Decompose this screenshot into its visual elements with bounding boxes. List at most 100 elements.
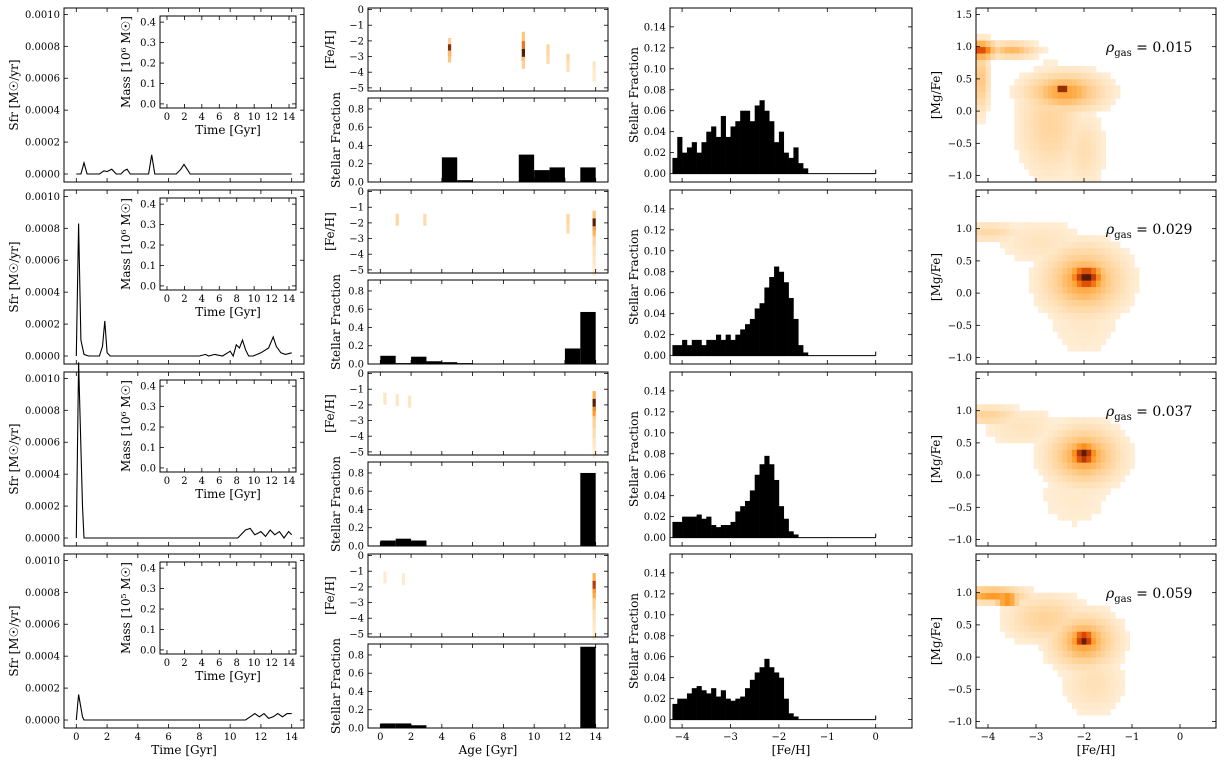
mgfe-cell <box>985 235 991 242</box>
mgfe-cell <box>1067 235 1073 242</box>
rho-value: = 0.015 <box>1132 40 1193 56</box>
mgfe-cell <box>1096 449 1102 457</box>
mgfe-cell <box>980 235 986 242</box>
mgfe-cell <box>1062 462 1068 470</box>
feh-hist-bar <box>778 506 785 538</box>
mgfe-cell <box>1043 436 1049 444</box>
feh-hist-bar <box>711 126 717 174</box>
mgfe-cell <box>1072 325 1078 333</box>
mgfe-cell <box>995 404 1001 412</box>
mgfe-cell <box>1033 605 1039 613</box>
mgfe-cell <box>1038 273 1044 281</box>
feh-hist-bar <box>749 318 755 356</box>
mgfe-cell <box>1110 637 1116 645</box>
feh-hist-bar <box>803 168 809 174</box>
mgfe-ytick-label: 0.5 <box>956 256 972 267</box>
mgfe-cell <box>1033 66 1039 73</box>
mgfe-cell <box>1000 599 1006 606</box>
mgfe-cell <box>1062 325 1068 333</box>
feh-hist-bar <box>754 308 760 356</box>
mgfe-cell <box>980 599 986 606</box>
mgfe-cell <box>1100 612 1106 619</box>
mgfe-cell <box>1052 605 1058 613</box>
age-feh-cell <box>566 59 570 72</box>
mgfe-cell <box>1067 631 1073 639</box>
mgfe-cell <box>1048 104 1054 112</box>
mgfe-cell <box>1100 331 1106 339</box>
mgfe-cell <box>1072 72 1078 80</box>
mgfe-cell <box>1091 331 1097 339</box>
age-feh-cell <box>592 438 596 451</box>
mass-ylabel: Mass [10⁶ M☉] <box>119 16 133 108</box>
mgfe-cell <box>1100 494 1106 502</box>
mgfe-cell <box>1100 273 1106 281</box>
mgfe-cell <box>1048 436 1054 444</box>
mgfe-cell <box>1076 344 1082 352</box>
mgfe-cell <box>1057 455 1063 463</box>
mgfe-cell <box>1062 91 1068 99</box>
mgfe-cell <box>1038 599 1044 606</box>
mgfe-cell <box>1086 72 1092 80</box>
sfr-ytick-label: 0.0008 <box>25 588 60 599</box>
mass-xtick-label: 6 <box>216 658 222 669</box>
mgfe-cell <box>1052 260 1058 268</box>
mgfe-cell <box>1062 136 1068 144</box>
age-feh-ytick-label: 0 <box>358 551 364 562</box>
mgfe-cell <box>1043 91 1049 99</box>
mgfe-cell <box>1096 708 1102 716</box>
mgfe-cell <box>1120 670 1126 677</box>
mgfe-cell <box>1072 235 1078 242</box>
mgfe-cell <box>1072 280 1078 288</box>
mgfe-cell <box>1105 98 1111 106</box>
mgfe-cell <box>1072 254 1078 262</box>
mgfe-cell <box>1019 410 1025 418</box>
mgfe-cell <box>1124 462 1130 470</box>
mgfe-cell <box>1052 436 1058 444</box>
mgfe-cell <box>995 436 1001 444</box>
mgfe-cell <box>1024 430 1030 437</box>
age-hist-bar <box>580 646 596 728</box>
mgfe-cell <box>1072 306 1078 313</box>
mgfe-cell <box>1076 78 1082 86</box>
mgfe-cell <box>1057 494 1063 502</box>
mgfe-cell <box>1100 325 1106 333</box>
mgfe-cell <box>1096 481 1102 489</box>
feh-hist-bar <box>778 131 785 174</box>
mgfe-cell <box>976 78 982 86</box>
mgfe-cell <box>1009 436 1015 444</box>
mgfe-cell <box>1052 618 1058 626</box>
mgfe-cell <box>1072 695 1078 703</box>
mgfe-cell <box>1024 235 1030 242</box>
mgfe-cell <box>1033 40 1039 48</box>
mgfe-cell <box>1072 162 1078 170</box>
feh-hist-bar <box>686 693 693 720</box>
feh-hist-bar <box>774 479 780 538</box>
feh-hist-bar <box>691 688 697 720</box>
mgfe-cell <box>1038 117 1044 125</box>
mgfe-cell <box>1009 53 1015 60</box>
mgfe-cell <box>1067 650 1073 658</box>
mgfe-cell <box>980 85 986 93</box>
mgfe-cell <box>1048 423 1054 431</box>
rho-symbol: ρ <box>1105 222 1115 238</box>
mgfe-cell <box>1081 475 1087 482</box>
mgfe-cell <box>1091 695 1097 703</box>
mgfe-cell <box>1072 455 1078 463</box>
mgfe-cell <box>1076 318 1082 326</box>
mgfe-cell <box>1129 260 1135 268</box>
mgfe-cell <box>1110 449 1116 457</box>
mgfe-cell <box>1019 104 1025 112</box>
mgfe-cell <box>1091 650 1097 658</box>
mgfe-cell <box>1062 599 1068 606</box>
mgfe-cell <box>1072 462 1078 470</box>
mgfe-cell <box>1024 117 1030 125</box>
mgfe-cell <box>1115 91 1121 99</box>
mgfe-cell <box>1096 430 1102 437</box>
mgfe-cell <box>1043 59 1049 67</box>
feh-hist-bar <box>735 698 741 720</box>
mgfe-cell <box>1033 104 1039 112</box>
mgfe-cell <box>1115 85 1121 93</box>
mgfe-cell <box>1062 682 1068 690</box>
mgfe-cell <box>1062 676 1068 684</box>
mgfe-cell <box>1124 280 1130 288</box>
